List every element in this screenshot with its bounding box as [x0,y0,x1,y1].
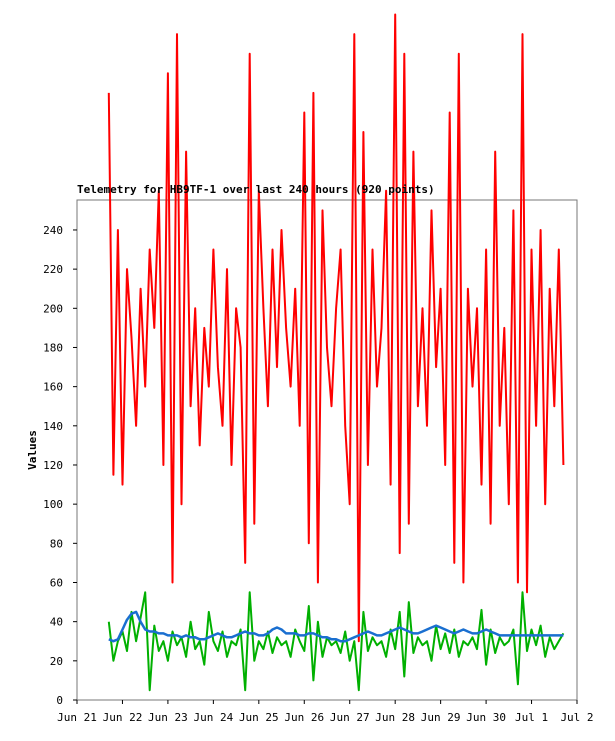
x-tick-label: Jun 26 [284,711,324,724]
x-tick-label: Jul 1 [515,711,548,724]
y-tick-label: 0 [56,694,63,707]
y-tick-label: 220 [43,263,63,276]
x-tick-label: Jun 27 [330,711,370,724]
series-line [107,13,565,643]
y-tick-label: 20 [50,655,63,668]
x-tick-label: Jun 22 [103,711,143,724]
y-tick-label: 60 [50,576,63,589]
y-tick-label: 80 [50,537,63,550]
y-tick-label: 100 [43,498,63,511]
x-tick-label: Jun 25 [239,711,279,724]
series-line [108,610,564,643]
chart-title: Telemetry for HB9TF-1 over last 240 hour… [77,183,435,196]
y-tick-label: 160 [43,381,63,394]
x-tick-label: Jun 29 [421,711,461,724]
x-tick-label: Jun 21 [57,711,97,724]
x-tick-label: Jul 2 [560,711,593,724]
y-tick-label: 180 [43,341,63,354]
y-tick-label: 40 [50,616,63,629]
x-tick-label: Jun 24 [193,711,233,724]
y-tick-label: 120 [43,459,63,472]
y-axis-label: Values [26,430,39,470]
plot-frame [76,199,578,701]
y-tick-label: 240 [43,224,63,237]
x-tick-label: Jun 28 [375,711,415,724]
lines [107,13,565,692]
y-tick-label: 140 [43,420,63,433]
y-tick-label: 200 [43,302,63,315]
series-line [107,591,565,692]
x-tick-label: Jun 23 [148,711,188,724]
x-tick-label: Jun 30 [466,711,506,724]
